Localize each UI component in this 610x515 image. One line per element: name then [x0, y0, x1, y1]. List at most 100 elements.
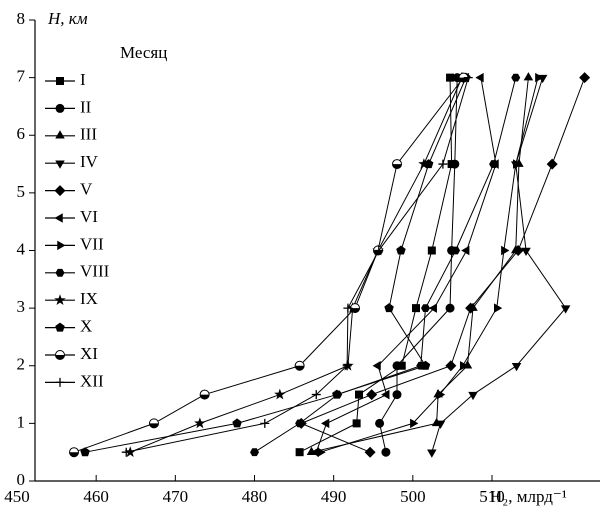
legend-marker: [54, 213, 63, 223]
legend-label: II: [80, 97, 92, 116]
x-tick-label: 500: [400, 487, 426, 506]
x-tick-label: 480: [242, 487, 268, 506]
series-line: [431, 77, 567, 453]
series-line: [379, 77, 458, 453]
marker: [232, 418, 242, 428]
y-tick-label: 3: [17, 297, 26, 316]
legend-title: Месяц: [120, 43, 167, 62]
marker: [421, 304, 430, 313]
legend-label: I: [80, 70, 86, 89]
marker: [410, 418, 419, 429]
marker: [560, 305, 571, 314]
marker: [412, 304, 420, 313]
legend-marker: [55, 103, 65, 113]
marker: [310, 447, 319, 457]
marker: [438, 159, 448, 169]
marker: [342, 361, 352, 371]
marker: [445, 303, 455, 313]
marker: [372, 360, 381, 371]
legend-marker: [54, 185, 66, 197]
marker: [295, 448, 304, 457]
legend-label: VIII: [80, 262, 110, 281]
marker: [250, 448, 259, 457]
marker: [459, 360, 469, 371]
marker-half: [149, 423, 159, 428]
legend-label: IX: [80, 289, 98, 308]
y-tick-label: 4: [17, 239, 26, 258]
y-tick-label: 0: [17, 470, 26, 489]
marker: [392, 361, 402, 371]
marker: [445, 360, 457, 372]
legend-label: V: [80, 180, 93, 199]
marker: [274, 388, 286, 400]
marker: [446, 73, 455, 82]
marker: [489, 160, 499, 168]
marker-half: [392, 164, 402, 169]
marker: [332, 389, 342, 399]
marker: [501, 245, 510, 256]
legend-marker: [55, 130, 65, 139]
marker: [475, 72, 484, 83]
legend-marker: [55, 268, 65, 277]
marker: [418, 158, 430, 169]
marker: [148, 418, 159, 429]
marker: [451, 246, 461, 255]
legend-marker: [55, 377, 65, 387]
marker: [423, 159, 434, 169]
marker: [511, 363, 522, 372]
x-tick-label: 510: [479, 487, 505, 506]
marker: [311, 390, 321, 400]
marker: [260, 418, 270, 428]
legend-marker: [55, 350, 65, 360]
y-tick-label: 8: [17, 9, 26, 28]
x-tick-label: 490: [321, 487, 347, 506]
marker: [535, 72, 544, 83]
marker: [427, 449, 437, 458]
y-tick-label: 2: [17, 355, 26, 374]
marker: [321, 418, 330, 429]
marker: [512, 245, 524, 256]
marker: [546, 158, 558, 170]
x-axis-label: H₂, млрд⁻¹: [490, 487, 567, 506]
marker-half: [459, 77, 468, 83]
series-line: [130, 77, 463, 453]
series-line: [84, 77, 467, 453]
series-line: [299, 77, 586, 453]
marker: [295, 419, 305, 428]
legend-label: VII: [80, 234, 104, 253]
legend-label: IV: [80, 152, 99, 171]
marker: [435, 420, 446, 429]
marker: [396, 245, 406, 255]
marker: [420, 360, 431, 370]
marker: [461, 245, 470, 256]
legend-marker: [55, 322, 65, 332]
marker: [468, 391, 478, 401]
marker: [513, 159, 522, 169]
marker: [521, 247, 531, 256]
marker: [427, 246, 436, 255]
marker-half: [55, 355, 65, 360]
marker: [450, 159, 460, 169]
y-tick-label: 5: [17, 182, 26, 201]
series-line: [315, 77, 497, 453]
marker: [121, 447, 131, 457]
marker: [343, 303, 353, 313]
marker: [381, 389, 390, 400]
legend-label: III: [80, 125, 97, 144]
series-line: [299, 77, 453, 453]
y-tick-label: 1: [17, 412, 26, 431]
series-line: [73, 77, 464, 453]
marker: [523, 72, 534, 81]
marker: [381, 447, 391, 457]
marker: [392, 390, 402, 400]
x-tick-label: 470: [163, 487, 189, 506]
marker: [437, 389, 446, 400]
marker: [374, 246, 384, 255]
legend-marker: [54, 294, 66, 306]
legend-marker: [55, 160, 65, 169]
series-line: [320, 77, 539, 453]
marker: [199, 389, 210, 400]
legend-label: X: [80, 317, 92, 336]
